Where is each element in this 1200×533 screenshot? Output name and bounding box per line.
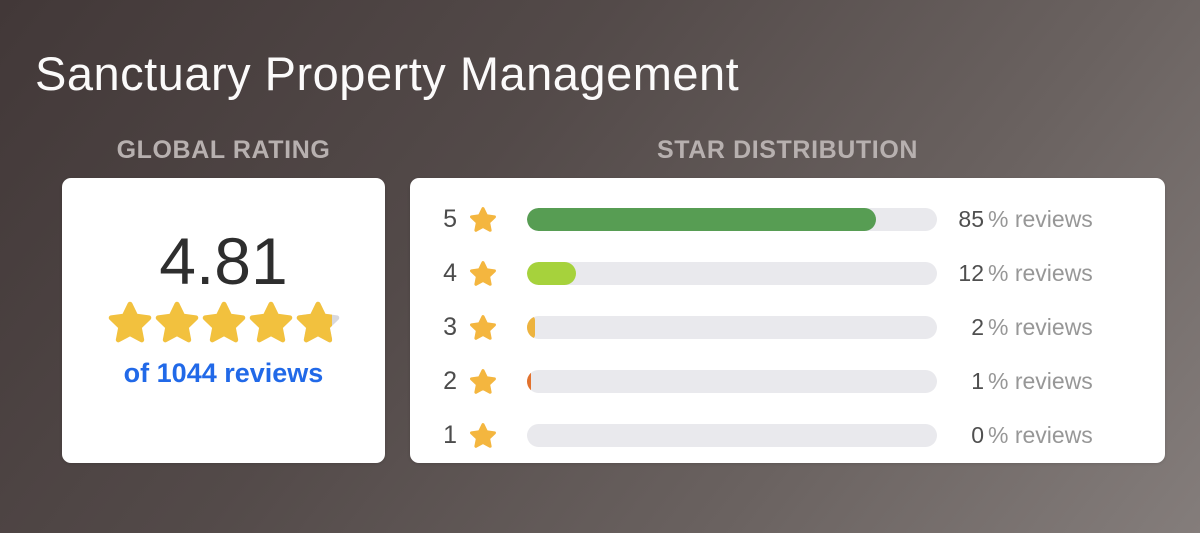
rating-bar-track	[527, 370, 937, 394]
star-count-label: 1	[443, 421, 457, 450]
rating-bar-fill	[527, 262, 577, 286]
star-distribution-card: 5 85 % reviews 4	[410, 177, 1165, 463]
star-count-label: 4	[443, 259, 457, 288]
rating-bar-track	[527, 316, 937, 340]
percent-label: 2 % reviews	[954, 314, 1093, 341]
star-icon	[469, 368, 497, 396]
rating-score: 4.81	[159, 223, 288, 298]
star-count-label: 5	[443, 205, 457, 234]
star-icon	[201, 300, 247, 346]
star-icon	[469, 422, 497, 450]
rating-bar-track	[527, 208, 937, 232]
reviews-count-link[interactable]: of 1044 reviews	[123, 357, 324, 388]
star-icon	[469, 260, 497, 288]
star-partial-fill	[295, 300, 332, 346]
global-rating-card: 4.81	[62, 177, 385, 463]
partial-star-icon	[295, 300, 341, 346]
percent-suffix: % reviews	[988, 368, 1093, 395]
rating-bar-fill	[527, 208, 876, 232]
distribution-row: 5 85 % reviews	[435, 205, 1145, 234]
star-icon	[469, 314, 497, 342]
content-columns: GLOBAL RATING 4.81	[0, 136, 1200, 463]
page-title: Sanctuary Property Management	[35, 47, 740, 100]
percent-label: 85 % reviews	[954, 206, 1093, 233]
percent-label: 1 % reviews	[954, 368, 1093, 395]
distribution-row: 3 2 % reviews	[435, 313, 1145, 342]
percent-suffix: % reviews	[988, 422, 1093, 449]
percent-value: 2	[971, 314, 984, 341]
percent-suffix: % reviews	[988, 206, 1093, 233]
percent-value: 0	[971, 422, 984, 449]
distribution-row: 2 1 % reviews	[435, 367, 1145, 396]
percent-suffix: % reviews	[988, 314, 1093, 341]
star-icon	[248, 300, 294, 346]
star-count-label: 3	[443, 313, 457, 342]
percent-value: 85	[958, 206, 984, 233]
percent-value: 12	[958, 260, 984, 287]
rating-bar-fill	[527, 316, 536, 340]
rating-bar-track	[527, 424, 937, 448]
rating-stars	[62, 300, 385, 346]
star-icon	[295, 300, 332, 346]
global-rating-heading: GLOBAL RATING	[116, 135, 331, 164]
star-distribution-heading: STAR DISTRIBUTION	[656, 135, 919, 164]
distribution-row: 4 12 % reviews	[435, 259, 1145, 288]
star-icon	[107, 300, 153, 346]
percent-label: 0 % reviews	[954, 422, 1093, 449]
percent-suffix: % reviews	[988, 260, 1093, 287]
star-icon	[469, 206, 497, 234]
rating-bar-fill	[527, 370, 532, 394]
percent-value: 1	[971, 368, 984, 395]
percent-label: 12 % reviews	[954, 260, 1093, 287]
global-rating-section: GLOBAL RATING 4.81	[62, 136, 385, 463]
star-icon	[154, 300, 200, 346]
star-count-label: 2	[443, 367, 457, 396]
rating-bar-track	[527, 262, 937, 286]
distribution-row: 1 0 % reviews	[435, 421, 1145, 450]
star-distribution-section: STAR DISTRIBUTION 5 85 % reviews	[410, 136, 1165, 463]
